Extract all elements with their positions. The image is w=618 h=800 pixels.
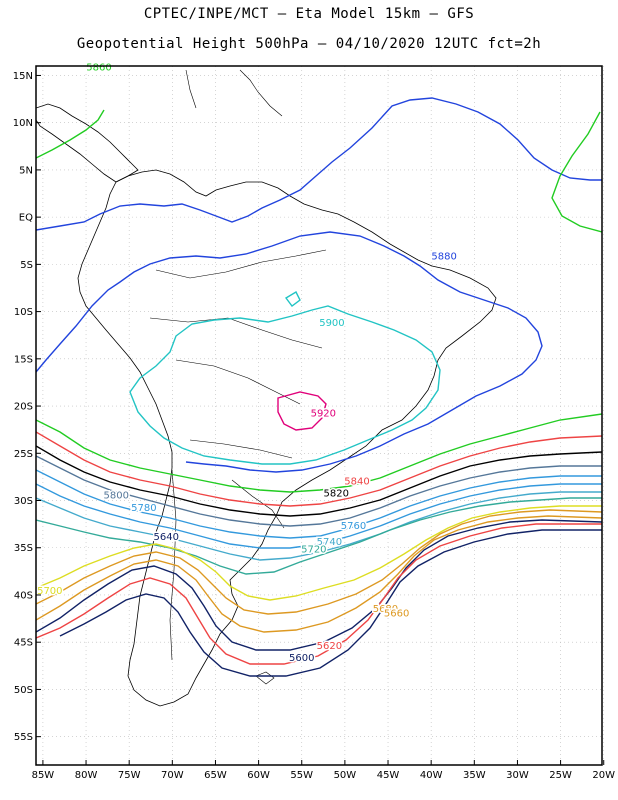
contour-label-5860: 5860 — [86, 63, 111, 74]
lon-tick-label: 65W — [204, 770, 227, 781]
lat-tick-label: 25S — [14, 449, 33, 460]
lon-tick-label: 20W — [592, 770, 615, 781]
axis-ticks: 85W 80W 75W 70W 65W 60W 55W 50W 45W 40W 35W 30W 25W 2… — [13, 71, 615, 781]
lat-tick-label: EQ — [19, 213, 33, 224]
lat-tick-label: 50S — [14, 685, 33, 696]
contour-label-5720: 5720 — [301, 544, 326, 555]
lon-tick-label: 80W — [75, 770, 98, 781]
contour-5900 — [284, 291, 301, 307]
contour-label-5880: 5880 — [431, 252, 456, 263]
contour-5860 — [36, 413, 602, 493]
contour-5860 — [551, 111, 602, 233]
contour-label-5700: 5700 — [37, 586, 62, 597]
contour-label-5740: 5740 — [317, 537, 342, 548]
lat-tick-label: 10S — [14, 307, 33, 318]
lat-tick-label: 40S — [14, 590, 33, 601]
map-title-line2: Geopotential Height 500hPa – 04/10/2020 … — [76, 36, 542, 52]
contour-5800 — [36, 455, 602, 527]
lat-tick-label: 20S — [14, 402, 33, 413]
contour-label-5760: 5760 — [341, 521, 366, 532]
lat-lon-grid — [36, 66, 605, 765]
contour-5700 — [36, 505, 602, 601]
contour-5640 — [36, 519, 602, 651]
contour-5900 — [129, 305, 441, 465]
contour-label-5660: 5660 — [384, 609, 409, 620]
lat-tick-label: 45S — [14, 638, 33, 649]
map-frame — [35, 65, 603, 766]
lon-tick-label: 40W — [420, 770, 443, 781]
lon-tick-label: 35W — [463, 770, 486, 781]
contour-label-5640: 5640 — [154, 532, 179, 543]
lat-tick-label: 15S — [14, 354, 33, 365]
contour-5880 — [36, 231, 543, 473]
contour-5780 — [36, 469, 602, 539]
contour-label-5620: 5620 — [317, 641, 342, 652]
lon-tick-label: 70W — [161, 770, 184, 781]
contour-label-5820: 5820 — [324, 489, 349, 500]
contour-5920 — [277, 391, 327, 431]
contour-label-5840: 5840 — [344, 476, 369, 487]
lon-tick-label: 85W — [32, 770, 55, 781]
contour-label-5900: 5900 — [319, 318, 344, 329]
lat-tick-label: 30S — [14, 496, 33, 507]
contour-5860 — [36, 109, 105, 159]
contour-label-5680: 5680 — [373, 604, 398, 615]
contour-5760 — [36, 483, 602, 549]
lat-tick-label: 55S — [14, 732, 33, 743]
lon-tick-label: 55W — [290, 770, 313, 781]
contour-5680 — [36, 509, 602, 615]
map-title-line1: CPTEC/INPE/MCT – Eta Model 15km – GFS — [143, 6, 475, 22]
contour-5880 — [36, 97, 602, 231]
contour-label-5780: 5780 — [131, 503, 156, 514]
contour-5740 — [36, 491, 602, 561]
lat-tick-label: 35S — [14, 543, 33, 554]
lon-tick-label: 25W — [549, 770, 572, 781]
lat-tick-label: 10N — [13, 118, 33, 129]
lon-tick-label: 60W — [247, 770, 270, 781]
lat-tick-label: 5S — [20, 260, 33, 271]
contour-5600 — [59, 529, 602, 677]
contour-5720 — [36, 497, 602, 575]
lon-tick-label: 30W — [506, 770, 529, 781]
contour-5820 — [36, 445, 602, 517]
continent-outline — [36, 69, 497, 707]
lon-tick-label: 50W — [334, 770, 357, 781]
lon-tick-label: 45W — [377, 770, 400, 781]
lat-tick-label: 15N — [13, 71, 33, 82]
contour-label-5920: 5920 — [311, 408, 336, 419]
contour-label-5800: 5800 — [104, 491, 129, 502]
height-contours — [36, 97, 602, 677]
contour-5620 — [36, 523, 602, 665]
contour-label-5600: 5600 — [289, 653, 314, 664]
contour-5660 — [36, 515, 602, 633]
lon-tick-label: 75W — [118, 770, 141, 781]
lat-tick-label: 5N — [19, 165, 33, 176]
contour-5840 — [36, 431, 602, 507]
